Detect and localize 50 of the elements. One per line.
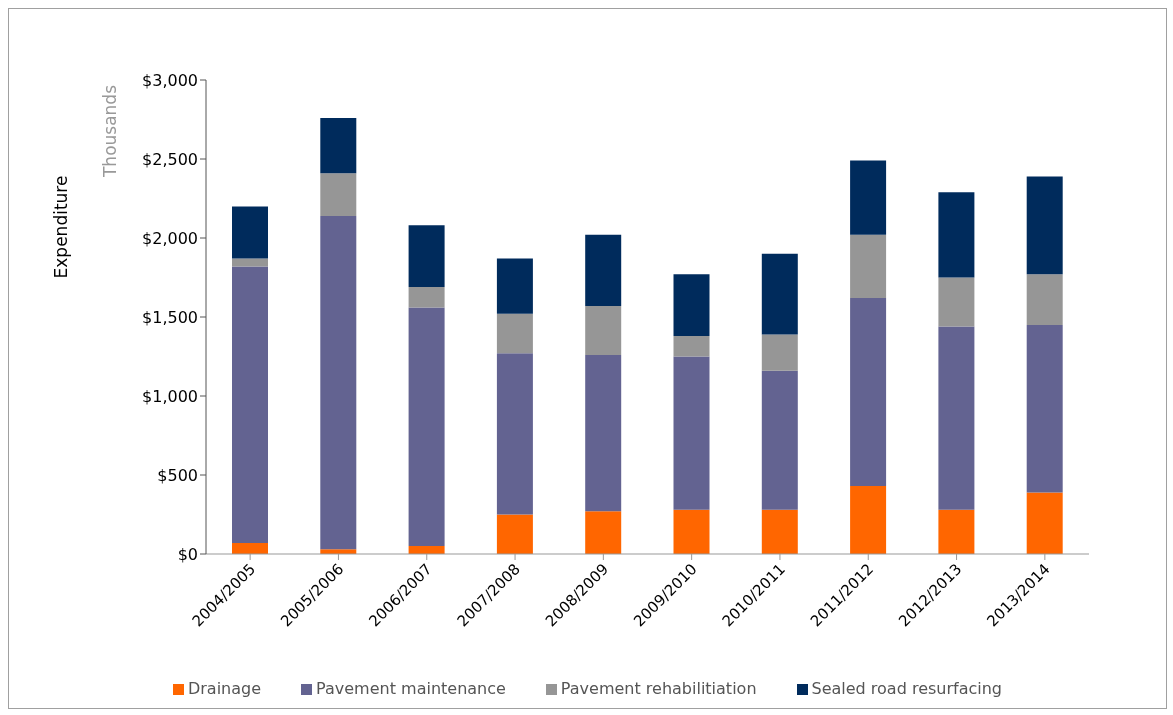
bar [585, 305, 622, 355]
bar [938, 326, 975, 510]
legend-label: Drainage [187, 679, 262, 698]
bar [408, 225, 445, 287]
bar [232, 266, 268, 543]
bar [938, 509, 975, 554]
bar [232, 206, 268, 259]
bar [850, 160, 887, 235]
bar [585, 354, 622, 512]
bar [938, 192, 975, 278]
y-tick-label: $2,500 [142, 149, 198, 169]
bar [232, 542, 268, 554]
bar [673, 509, 710, 554]
bar [850, 298, 887, 487]
text: Thousands [100, 84, 120, 178]
bar [1026, 324, 1063, 493]
bar [938, 277, 975, 327]
bar [320, 173, 357, 216]
bar [1026, 176, 1063, 275]
bar [1026, 274, 1063, 325]
bar [496, 258, 533, 314]
legend-label: Pavement rehabilitiation [560, 679, 757, 698]
bar [761, 253, 798, 335]
bar [408, 286, 445, 308]
legend-label: Pavement maintenance [316, 679, 506, 698]
bar [585, 511, 622, 554]
y-axis-title: Expenditure [51, 175, 71, 279]
bar [320, 215, 357, 550]
bar [673, 274, 710, 336]
bar [496, 353, 533, 515]
legend-label: Sealed road resurfacing [811, 679, 1003, 698]
bar [320, 117, 357, 174]
bar [761, 509, 798, 554]
bar [761, 334, 798, 371]
bar [1026, 492, 1063, 554]
bar [850, 486, 887, 554]
bar [673, 335, 710, 357]
bar [673, 356, 710, 510]
bar [850, 234, 887, 299]
bar [496, 514, 533, 554]
y-tick-label: $0 [177, 544, 198, 564]
y-tick-label: $3,000 [142, 70, 198, 90]
y-tick-label: $1,000 [142, 386, 198, 406]
bar [496, 313, 533, 354]
bar [761, 370, 798, 510]
y-tick-label: $1,500 [142, 307, 198, 327]
bar [585, 234, 622, 306]
bar [408, 307, 445, 547]
y-tick-label: $2,000 [142, 228, 198, 248]
y-tick-label: $500 [157, 465, 198, 485]
